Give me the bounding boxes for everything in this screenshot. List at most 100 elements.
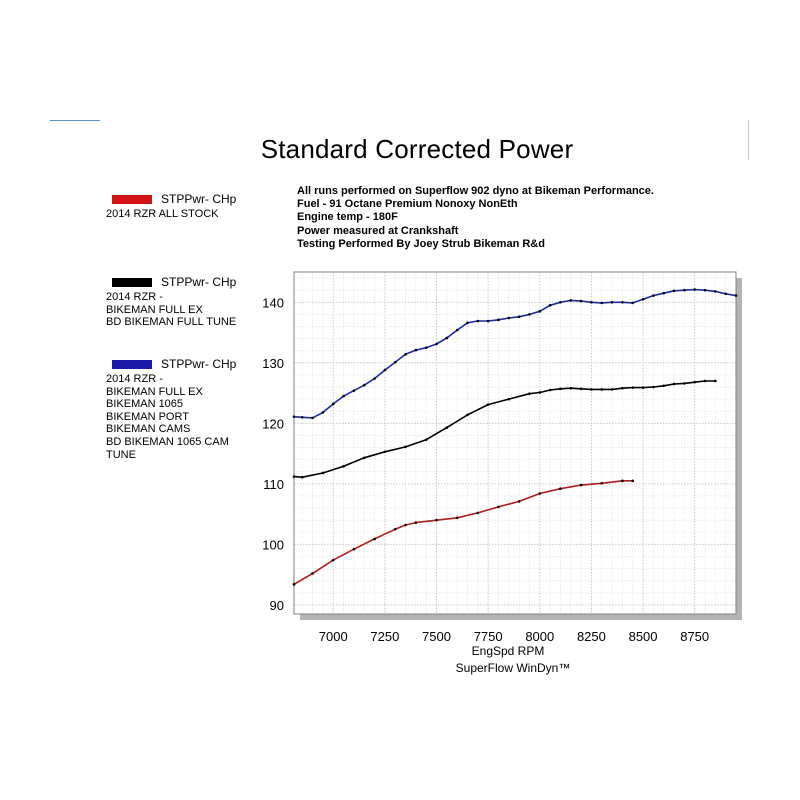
data-point (404, 445, 407, 449)
legend-swatch-blue (112, 359, 152, 369)
y-tick-label: 100 (262, 537, 284, 552)
data-point (600, 301, 604, 305)
data-point (414, 348, 418, 352)
tick-labels: 7000 7250 7500 7750 8000 8250 8500 8750 90 100 110… (262, 295, 709, 644)
data-point (466, 321, 469, 325)
x-tick-label: 8500 (629, 629, 658, 644)
legend-desc-line: BIKEMAN PORT (106, 410, 189, 423)
y-tick-label: 130 (262, 356, 284, 371)
grid-lines (293, 271, 737, 615)
note-line: Fuel - 91 Octane Premium Nonoxy NonEth (297, 198, 518, 211)
data-point (311, 572, 314, 575)
plot-border (293, 271, 737, 615)
data-point (683, 382, 686, 385)
data-point (455, 328, 459, 332)
data-point (435, 342, 438, 346)
legend-swatch-red (112, 194, 152, 204)
data-point (672, 382, 676, 386)
data-point (590, 300, 593, 304)
y-tick-label: 140 (262, 295, 284, 310)
data-point (734, 294, 738, 297)
data-point (497, 505, 500, 509)
legend-entry-full-ex: STPPwr- CHp 2014 RZR - BIKEMAN FULL EX B… (106, 275, 236, 329)
legend-label: STPPwr- CHp (161, 191, 237, 206)
data-point (352, 389, 356, 392)
data-point (714, 290, 717, 293)
legend-entry-cams: STPPwr- CHp 2014 RZR - BIKEMAN FULL EX B… (106, 357, 236, 461)
data-point (621, 300, 624, 304)
data-point (548, 388, 552, 392)
data-point (548, 303, 552, 307)
data-point (559, 387, 562, 391)
data-point (517, 315, 521, 319)
data-point (590, 388, 593, 391)
x-tick-label: 8250 (577, 629, 606, 644)
data-point (641, 386, 645, 389)
data-point (466, 413, 469, 417)
series-line-3 (293, 288, 737, 419)
y-tick-label: 110 (263, 477, 284, 492)
data-point (600, 481, 604, 485)
data-point (292, 583, 296, 586)
data-point (352, 547, 356, 551)
note-line: Testing Performed By Joey Strub Bikeman … (297, 237, 545, 250)
legend-desc-line: 2014 RZR - (106, 291, 163, 303)
data-point (662, 291, 666, 295)
data-point (714, 379, 717, 383)
data-point (703, 379, 707, 383)
data-point (662, 384, 666, 388)
data-point (507, 316, 511, 320)
note-line: Power measured at Crankshaft (297, 224, 459, 237)
data-point (672, 289, 676, 293)
data-point (393, 360, 397, 364)
data-point (383, 450, 387, 454)
data-point (476, 511, 480, 515)
data-point (497, 318, 500, 322)
data-point (538, 391, 542, 394)
data-point (424, 438, 428, 441)
x-tick-label: 7750 (474, 629, 503, 644)
data-point (414, 521, 418, 524)
legend-entry-stock: STPPwr- CHp 2014 RZR ALL STOCK (106, 192, 236, 221)
data-point (683, 288, 686, 292)
legend-desc-line: BIKEMAN CAMS (106, 423, 191, 436)
x-axis-label: EngSpd RPM (472, 644, 545, 658)
data-point (300, 475, 304, 479)
note-line: All runs performed on Superflow 902 dyno… (297, 185, 654, 197)
data-point (517, 500, 521, 503)
data-point (610, 300, 614, 304)
data-point (331, 558, 335, 562)
data-point (703, 288, 707, 292)
data-point (600, 388, 604, 391)
data-point (621, 386, 624, 390)
x-tick-label: 7500 (422, 629, 451, 644)
data-point (693, 380, 696, 384)
data-point (621, 479, 624, 483)
x-tick-label: 7250 (370, 629, 399, 644)
x-tick-label: 8000 (525, 629, 554, 644)
data-point (404, 353, 407, 356)
legend-desc-line: 2014 RZR - (106, 373, 163, 385)
chart-title: Standard Corrected Power (260, 134, 574, 164)
data-point (652, 294, 655, 297)
header-edge-line (748, 120, 749, 160)
software-caption: SuperFlow WinDyn™ (456, 661, 571, 675)
data-point (693, 288, 696, 291)
data-point (435, 518, 438, 522)
data-point (362, 456, 366, 460)
data-point (652, 385, 655, 389)
data-point (631, 479, 635, 483)
data-point (424, 346, 428, 349)
legend-label: STPPwr- CHp (161, 356, 237, 371)
y-tick-label: 90 (270, 598, 284, 613)
data-point (373, 537, 376, 541)
data-point (569, 299, 573, 302)
data-point (476, 319, 480, 323)
data-point (631, 386, 635, 389)
data-point (342, 394, 345, 398)
data-point (528, 313, 531, 316)
x-tick-label: 7000 (319, 629, 348, 644)
data-point (321, 411, 325, 414)
legend-desc-line: TUNE (106, 448, 136, 461)
